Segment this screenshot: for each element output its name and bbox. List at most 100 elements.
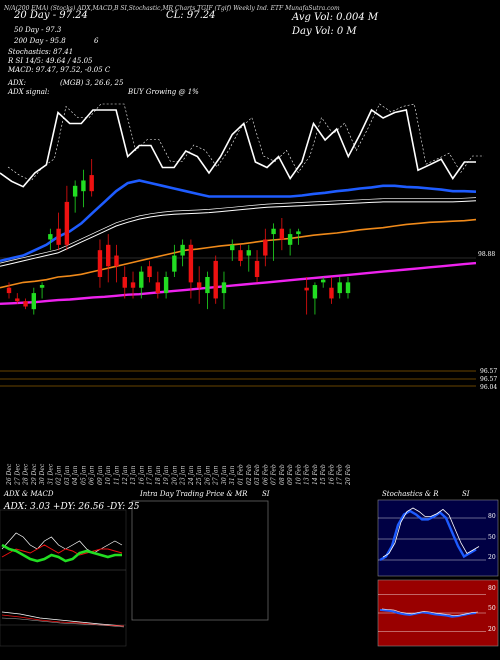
date-label: 20 Feb — [345, 464, 352, 486]
candle-body — [15, 298, 20, 302]
stoch-tick: 50 — [488, 534, 496, 541]
adx-panel-title: ADX & MACD — [4, 490, 54, 498]
close-line-dotted — [7, 103, 484, 182]
date-label: 15 Feb — [320, 464, 327, 485]
candle-body — [31, 293, 37, 310]
candle-body — [180, 244, 185, 256]
ema20-line — [0, 179, 477, 263]
date-label: 16 Jan — [138, 465, 145, 485]
price-label: 96.57 — [480, 368, 498, 375]
candle-body — [106, 244, 111, 267]
date-label: 04 Jan — [72, 465, 79, 485]
date-label: 28 Dec — [23, 463, 30, 486]
date-label: 27 Jan — [213, 465, 220, 486]
candle-body — [337, 282, 342, 294]
candle-body — [271, 228, 276, 235]
date-label: 19 Jan — [163, 465, 170, 485]
date-label: 13 Jan — [130, 465, 137, 485]
candle-body — [304, 287, 309, 291]
date-label: 24 Jan — [188, 465, 195, 486]
candle-body — [345, 282, 351, 294]
candle-body — [329, 287, 334, 299]
candle-body — [296, 231, 301, 235]
date-label: 31 Dec — [47, 463, 54, 485]
minus-di-line — [1, 544, 123, 558]
ema200-extra: 6 — [94, 37, 99, 45]
candle-body — [139, 271, 144, 288]
candle-body — [246, 250, 251, 256]
rsi-signal-line — [381, 608, 479, 617]
candle-body — [147, 266, 152, 277]
stoch-tick: 80 — [488, 513, 496, 520]
rsi-tick: 50 — [488, 605, 496, 612]
date-label: 09 Jan — [97, 465, 104, 485]
candle-body — [221, 282, 227, 294]
mrb-value: (MGB) 3, 26.6, 25 — [60, 79, 124, 87]
candle-body — [64, 201, 70, 245]
candle-body — [230, 244, 235, 251]
candle-body — [23, 301, 28, 307]
date-label: 07 Feb — [271, 464, 278, 485]
date-label: 05 Jan — [80, 465, 87, 485]
candle-body — [89, 175, 94, 192]
adx-panel-values: ADX: 3.03 +DY: 26.56 -DY: 25 — [4, 502, 140, 512]
ema100-line — [0, 218, 477, 289]
rsi-tick: 20 — [488, 626, 496, 633]
date-label: 25 Jan — [196, 465, 203, 486]
ema200-label: 200 Day - 95.8 — [14, 37, 66, 45]
date-label: 10 Jan — [105, 465, 112, 485]
date-label: 14 Feb — [312, 464, 319, 485]
date-label: 31 Jan — [229, 465, 236, 485]
ema200-line — [0, 261, 477, 305]
rsi-tick: 80 — [488, 585, 496, 592]
adx-line — [1, 532, 123, 554]
date-label: 29 Dec — [31, 463, 38, 486]
candle-body — [48, 234, 53, 240]
candle-body — [287, 234, 293, 245]
buy-signal: BUY Growing @ 1% — [128, 88, 199, 96]
close-price: CL: 97.24 — [166, 10, 216, 21]
date-label: 03 Jan — [64, 465, 71, 485]
candle-body — [188, 244, 194, 283]
candle-body — [172, 255, 177, 272]
date-label: 08 Feb — [279, 464, 286, 485]
ema50-line — [0, 200, 477, 267]
candle-body — [72, 185, 78, 197]
avg-volume: Avg Vol: 0.004 M — [292, 12, 379, 23]
date-label: 26 Jan — [204, 465, 211, 486]
ema20-label: 20 Day - 97.24 — [14, 10, 88, 21]
stochastic-k-line — [379, 509, 477, 562]
macd-hist-line — [1, 617, 125, 628]
stochastic-panel — [377, 499, 499, 577]
date-label: 09 Feb — [287, 464, 294, 485]
day-volume: Day Vol: 0 M — [292, 26, 357, 37]
date-label: 30 Jan — [221, 465, 228, 485]
candle-body — [238, 250, 243, 261]
date-label: 03 Feb — [254, 464, 261, 485]
price-label: 96.57 — [480, 376, 498, 383]
date-label: 16 Feb — [328, 464, 335, 485]
adx-signal-label: ADX signal: — [8, 88, 50, 96]
date-label: 06 Feb — [262, 464, 269, 485]
date-label: 30 Dec — [39, 463, 46, 485]
ema50-label: 50 Day - 97.3 — [14, 26, 62, 34]
candle-body — [6, 287, 12, 294]
adx-label: ADX: — [8, 79, 27, 87]
macd-line — [1, 611, 125, 627]
close-line — [0, 108, 476, 188]
date-label: 12 Jan — [122, 465, 129, 485]
candle-body — [213, 260, 218, 299]
date-label: 26 Dec — [6, 463, 13, 486]
macd-value: MACD: 97.47, 97.52, -0.05 C — [8, 66, 111, 74]
date-label: 17 Feb — [337, 464, 344, 485]
stochastic-d-line — [382, 507, 480, 558]
candle-body — [114, 255, 119, 267]
intraday-si-title: SI — [262, 490, 270, 498]
candle-body — [163, 277, 169, 294]
date-label: 02 Feb — [246, 464, 253, 485]
date-label: 13 Feb — [304, 464, 311, 485]
candle-body — [254, 260, 260, 277]
price-label: 96.04 — [480, 384, 498, 391]
date-label: 17 Jan — [147, 465, 154, 485]
